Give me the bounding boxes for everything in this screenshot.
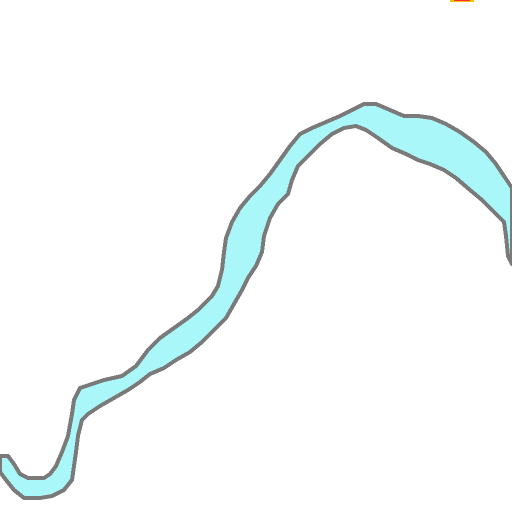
marker-fill (454, 0, 470, 1)
location-marker-icon[interactable] (450, 0, 474, 2)
river[interactable] (0, 102, 512, 500)
